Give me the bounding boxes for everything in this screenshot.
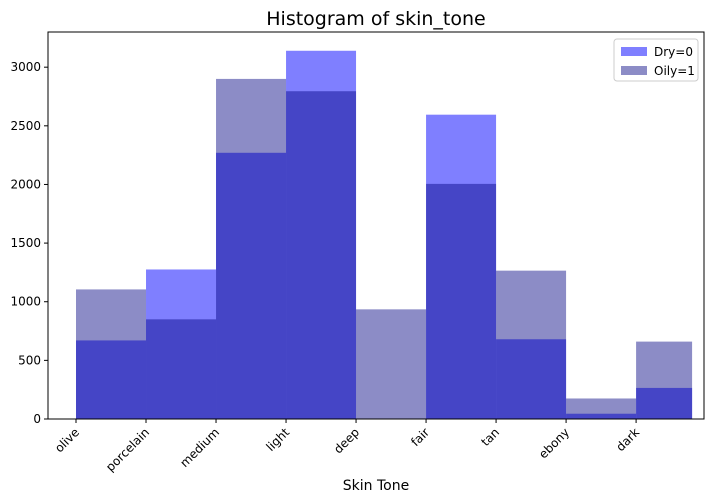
x-tick-label-tan: tan xyxy=(478,425,502,449)
legend-label-1: Dry=0 xyxy=(654,45,693,59)
y-tick-label: 3000 xyxy=(10,60,41,74)
plot-frame xyxy=(47,31,705,420)
chart-title: Histogram of skin_tone xyxy=(266,8,485,30)
bar-series1-light xyxy=(286,50,357,419)
legend-swatch-1 xyxy=(621,47,647,56)
x-axis-label: Skin Tone xyxy=(343,478,409,494)
bar-series1-medium xyxy=(216,152,287,420)
bar-series1-tan xyxy=(496,339,567,419)
y-axis: 0 500 1000 1500 2000 2500 3000 xyxy=(10,60,48,426)
x-axis: olive porcelain medium light deep fair tan ebon… xyxy=(52,419,642,474)
x-tick-label-deep: deep xyxy=(331,425,362,456)
y-tick-label: 500 xyxy=(18,353,41,367)
bar-series1-dark xyxy=(636,387,693,419)
bar-series2-light xyxy=(286,91,357,420)
x-tick-label-light: light xyxy=(263,425,292,454)
bars-layer xyxy=(76,50,693,420)
bar-series2-porcelain xyxy=(146,319,217,419)
bar-series2-ebony xyxy=(566,398,637,419)
bar-series2-medium xyxy=(216,78,287,419)
legend-swatch-2 xyxy=(621,66,647,75)
y-tick-label: 2500 xyxy=(10,119,41,133)
y-tick-label: 0 xyxy=(33,412,41,426)
bar-series2-fair xyxy=(426,183,497,419)
bar-series1-porcelain xyxy=(146,269,217,419)
x-tick-label-fair: fair xyxy=(408,425,432,449)
bar-series2-tan xyxy=(496,270,567,419)
y-tick-label: 1000 xyxy=(10,295,41,309)
y-tick-label: 2000 xyxy=(10,177,41,191)
x-tick-label-ebony: ebony xyxy=(536,425,572,461)
bar-series1-ebony xyxy=(566,413,637,419)
bar-series1-fair xyxy=(426,114,497,419)
bar-series2-olive xyxy=(76,289,147,419)
y-tick-label: 1500 xyxy=(10,236,41,250)
bar-series2-dark xyxy=(636,341,693,419)
bar-series1-olive xyxy=(76,340,147,419)
x-tick-label-medium: medium xyxy=(177,425,222,470)
x-tick-label-olive: olive xyxy=(52,425,82,455)
x-tick-label-porcelain: porcelain xyxy=(103,425,152,474)
legend-label-2: Oily=1 xyxy=(654,64,695,78)
legend: Dry=0 Oily=1 xyxy=(613,38,699,82)
x-tick-label-dark: dark xyxy=(613,425,642,454)
bar-series2-deep xyxy=(356,309,427,419)
